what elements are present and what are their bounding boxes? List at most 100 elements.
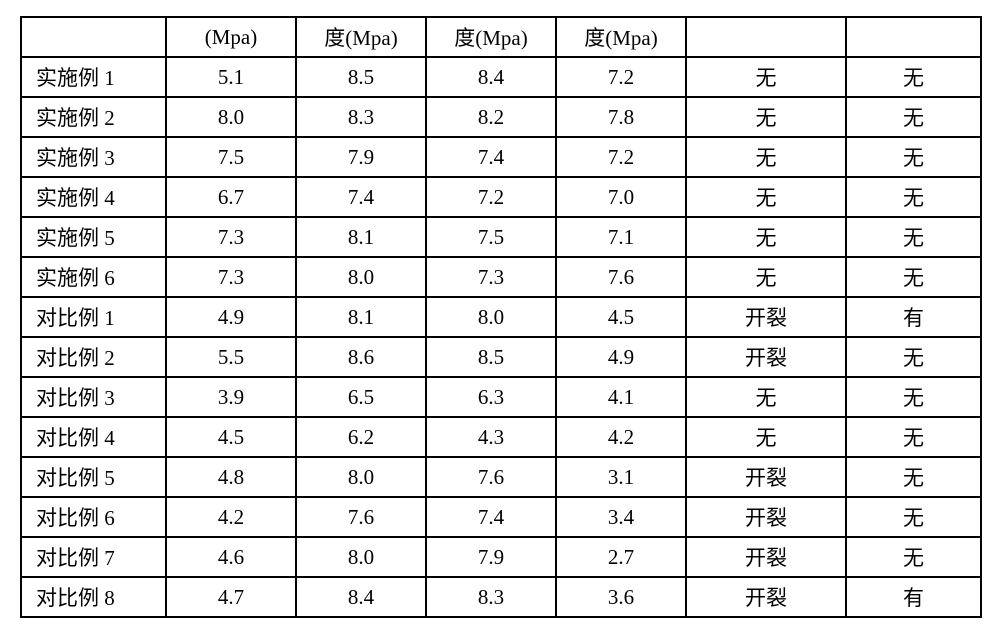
row-label: 实施例 2 [21, 97, 166, 137]
cell-c3: 4.3 [426, 417, 556, 457]
cell-c1: 4.7 [166, 577, 296, 617]
cell-c1: 5.1 [166, 57, 296, 97]
cell-c2: 7.9 [296, 137, 426, 177]
cell-c4: 7.2 [556, 137, 686, 177]
cell-c4: 7.2 [556, 57, 686, 97]
cell-c5: 开裂 [686, 537, 846, 577]
cell-c3: 8.2 [426, 97, 556, 137]
cell-c5: 无 [686, 417, 846, 457]
cell-c4: 4.9 [556, 337, 686, 377]
row-label: 对比例 6 [21, 497, 166, 537]
row-label: 实施例 5 [21, 217, 166, 257]
cell-c2: 8.4 [296, 577, 426, 617]
cell-c6: 无 [846, 417, 981, 457]
table-body: 实施例 1 5.1 8.5 8.4 7.2 无 无 实施例 2 8.0 8.3 … [21, 57, 981, 617]
cell-c6: 无 [846, 177, 981, 217]
table-row: 实施例 2 8.0 8.3 8.2 7.8 无 无 [21, 97, 981, 137]
cell-c5: 无 [686, 217, 846, 257]
cell-c3: 7.2 [426, 177, 556, 217]
cell-c6: 无 [846, 57, 981, 97]
cell-c1: 7.3 [166, 257, 296, 297]
row-label: 实施例 6 [21, 257, 166, 297]
cell-c2: 8.1 [296, 297, 426, 337]
table-row: 实施例 1 5.1 8.5 8.4 7.2 无 无 [21, 57, 981, 97]
cell-c5: 开裂 [686, 577, 846, 617]
cell-c4: 7.6 [556, 257, 686, 297]
header-cell-c4: 度(Mpa) [556, 17, 686, 57]
cell-c6: 无 [846, 217, 981, 257]
cell-c4: 7.1 [556, 217, 686, 257]
row-label: 对比例 4 [21, 417, 166, 457]
cell-c6: 无 [846, 497, 981, 537]
cell-c2: 7.4 [296, 177, 426, 217]
cell-c1: 3.9 [166, 377, 296, 417]
cell-c2: 8.1 [296, 217, 426, 257]
cell-c3: 8.4 [426, 57, 556, 97]
data-table: (Mpa) 度(Mpa) 度(Mpa) 度(Mpa) 实施例 1 5.1 8.5… [20, 16, 982, 618]
cell-c6: 无 [846, 537, 981, 577]
page-wrap: (Mpa) 度(Mpa) 度(Mpa) 度(Mpa) 实施例 1 5.1 8.5… [0, 0, 1000, 638]
table-row: 实施例 4 6.7 7.4 7.2 7.0 无 无 [21, 177, 981, 217]
cell-c2: 8.5 [296, 57, 426, 97]
cell-c5: 无 [686, 377, 846, 417]
cell-c6: 无 [846, 377, 981, 417]
cell-c4: 7.8 [556, 97, 686, 137]
row-label: 对比例 2 [21, 337, 166, 377]
table-row: 对比例 2 5.5 8.6 8.5 4.9 开裂 无 [21, 337, 981, 377]
cell-c4: 3.4 [556, 497, 686, 537]
cell-c3: 7.5 [426, 217, 556, 257]
table-row: 对比例 5 4.8 8.0 7.6 3.1 开裂 无 [21, 457, 981, 497]
header-cell-c5 [686, 17, 846, 57]
row-label: 实施例 1 [21, 57, 166, 97]
cell-c2: 8.0 [296, 457, 426, 497]
table-row: 对比例 1 4.9 8.1 8.0 4.5 开裂 有 [21, 297, 981, 337]
cell-c1: 4.9 [166, 297, 296, 337]
cell-c4: 3.6 [556, 577, 686, 617]
cell-c2: 7.6 [296, 497, 426, 537]
cell-c2: 8.0 [296, 257, 426, 297]
row-label: 对比例 5 [21, 457, 166, 497]
table-row: 实施例 3 7.5 7.9 7.4 7.2 无 无 [21, 137, 981, 177]
cell-c3: 8.0 [426, 297, 556, 337]
cell-c6: 有 [846, 577, 981, 617]
cell-c5: 无 [686, 257, 846, 297]
cell-c3: 6.3 [426, 377, 556, 417]
cell-c6: 无 [846, 97, 981, 137]
header-cell-c6 [846, 17, 981, 57]
cell-c4: 4.5 [556, 297, 686, 337]
cell-c1: 7.5 [166, 137, 296, 177]
cell-c2: 8.0 [296, 537, 426, 577]
header-row: (Mpa) 度(Mpa) 度(Mpa) 度(Mpa) [21, 17, 981, 57]
cell-c3: 7.4 [426, 497, 556, 537]
row-label: 对比例 8 [21, 577, 166, 617]
table-row: 对比例 3 3.9 6.5 6.3 4.1 无 无 [21, 377, 981, 417]
cell-c5: 无 [686, 97, 846, 137]
cell-c2: 6.5 [296, 377, 426, 417]
row-label: 实施例 4 [21, 177, 166, 217]
table-row: 对比例 7 4.6 8.0 7.9 2.7 开裂 无 [21, 537, 981, 577]
cell-c3: 7.4 [426, 137, 556, 177]
table-row: 实施例 5 7.3 8.1 7.5 7.1 无 无 [21, 217, 981, 257]
cell-c1: 4.2 [166, 497, 296, 537]
cell-c4: 4.2 [556, 417, 686, 457]
table-row: 实施例 6 7.3 8.0 7.3 7.6 无 无 [21, 257, 981, 297]
cell-c4: 3.1 [556, 457, 686, 497]
cell-c5: 开裂 [686, 497, 846, 537]
cell-c2: 6.2 [296, 417, 426, 457]
header-cell-c2: 度(Mpa) [296, 17, 426, 57]
cell-c2: 8.3 [296, 97, 426, 137]
cell-c6: 无 [846, 257, 981, 297]
cell-c6: 有 [846, 297, 981, 337]
table-row: 对比例 8 4.7 8.4 8.3 3.6 开裂 有 [21, 577, 981, 617]
table-row: 对比例 4 4.5 6.2 4.3 4.2 无 无 [21, 417, 981, 457]
header-cell-c1: (Mpa) [166, 17, 296, 57]
row-label: 对比例 7 [21, 537, 166, 577]
cell-c1: 8.0 [166, 97, 296, 137]
cell-c3: 7.9 [426, 537, 556, 577]
cell-c1: 6.7 [166, 177, 296, 217]
table-head: (Mpa) 度(Mpa) 度(Mpa) 度(Mpa) [21, 17, 981, 57]
cell-c5: 开裂 [686, 457, 846, 497]
cell-c5: 无 [686, 177, 846, 217]
cell-c1: 5.5 [166, 337, 296, 377]
cell-c5: 无 [686, 57, 846, 97]
